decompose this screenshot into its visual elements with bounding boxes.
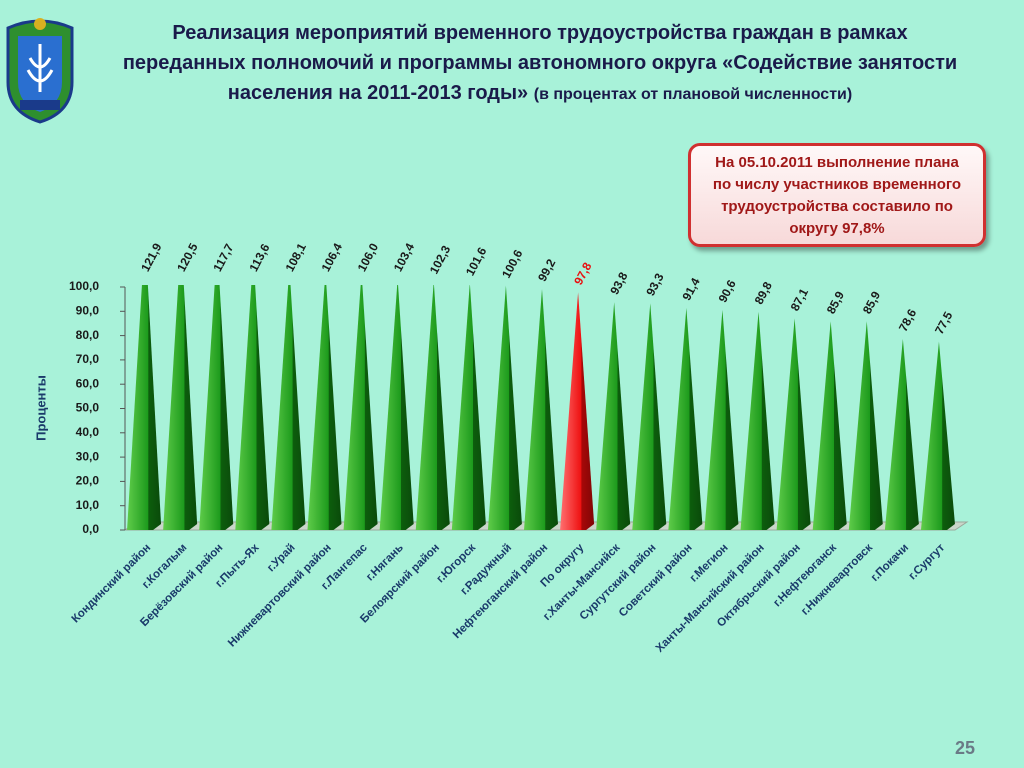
data-label: 77,5: [932, 309, 955, 336]
data-label: 85,9: [860, 289, 883, 316]
x-tick-label: Советский район: [617, 542, 695, 620]
y-tick-label: 90,0: [76, 303, 100, 317]
data-label: 93,3: [643, 271, 666, 298]
bar: [668, 307, 703, 530]
x-tick-label: г.Урай: [265, 542, 298, 575]
bar: [812, 321, 847, 530]
data-label: 93,8: [607, 269, 630, 296]
y-tick-label: 60,0: [76, 376, 100, 390]
callout: На 05.10.2011 выполнение плана по числу …: [688, 143, 986, 247]
x-tick-label: г.Покачи: [869, 542, 911, 584]
bar: [379, 285, 414, 530]
data-label: 89,8: [752, 279, 775, 306]
data-label: 97,8: [571, 260, 594, 287]
bar: [163, 285, 198, 530]
y-axis-label: Проценты: [33, 375, 48, 441]
bar: [343, 285, 378, 530]
bar: [596, 302, 631, 530]
data-label: 99,2: [535, 256, 558, 283]
data-label: 103,4: [391, 241, 418, 274]
data-label: 108,1: [282, 241, 309, 274]
emblem: [6, 18, 74, 124]
y-tick-label: 100,0: [69, 279, 99, 293]
x-tick-label: г.Сургут: [907, 542, 948, 583]
bar: [127, 285, 162, 530]
subtitle: (в процентах от плановой численности): [533, 86, 853, 103]
bar: [307, 285, 342, 530]
bars: [127, 285, 955, 530]
bar: [271, 285, 306, 530]
y-tick-label: 70,0: [76, 352, 100, 366]
data-label: 113,6: [246, 241, 272, 274]
data-label: 121,9: [138, 241, 165, 274]
data-label: 85,9: [824, 289, 847, 316]
data-label: 90,6: [716, 277, 739, 304]
y-tick-label: 40,0: [76, 425, 100, 439]
y-tick-label: 80,0: [76, 328, 100, 342]
bar: [884, 339, 919, 530]
data-label: 102,3: [427, 243, 454, 276]
bar: [776, 318, 811, 530]
bar: [487, 285, 522, 530]
data-label: 106,0: [355, 241, 382, 274]
data-label: 100,6: [499, 247, 526, 280]
page-number: 25: [955, 738, 976, 758]
y-tick-label: 50,0: [76, 401, 100, 415]
bar: [524, 288, 558, 530]
bar: [451, 285, 486, 530]
y-tick-label: 20,0: [76, 474, 100, 488]
bar: [740, 311, 775, 530]
data-label: 78,6: [896, 306, 919, 333]
bar: [632, 303, 667, 530]
bar: [235, 285, 270, 530]
bar: [920, 341, 955, 530]
y-tick-label: 10,0: [76, 498, 100, 512]
y-tick-label: 0,0: [82, 522, 99, 536]
data-label: 101,6: [463, 245, 490, 278]
data-label: 117,7: [210, 241, 236, 274]
slide-title: Реализация мероприятий временного трудоу…: [110, 18, 970, 110]
data-label: 87,1: [788, 286, 811, 313]
bar: [199, 285, 234, 530]
data-label: 120,5: [174, 241, 201, 274]
title-text: Реализация мероприятий временного трудоу…: [122, 22, 958, 104]
bar: [415, 285, 450, 530]
x-tick-label: г.Нижневартовск: [799, 542, 875, 618]
x-tick-label: г.Нефтеюганск: [771, 542, 839, 610]
bar: [704, 309, 739, 530]
bar: [848, 321, 883, 530]
data-label: 106,4: [319, 241, 346, 274]
data-label: 91,4: [679, 275, 702, 302]
y-tick-label: 30,0: [76, 449, 100, 463]
bar: [560, 292, 595, 530]
